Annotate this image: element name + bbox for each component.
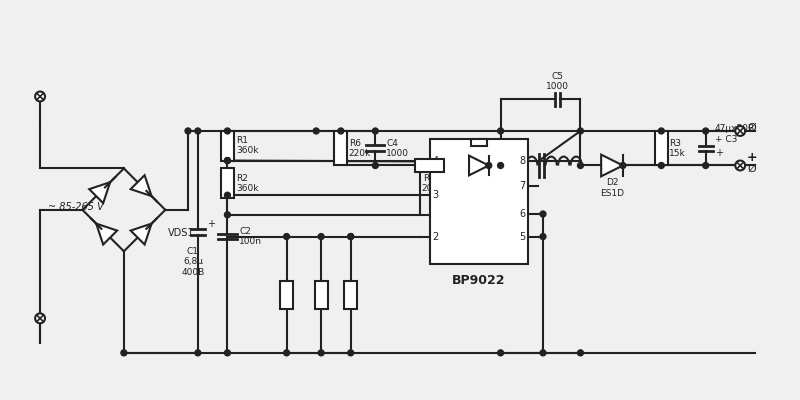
Circle shape <box>348 350 354 356</box>
Text: C2
100n: C2 100n <box>239 227 262 246</box>
Circle shape <box>195 128 201 134</box>
Circle shape <box>658 162 664 168</box>
Text: 2: 2 <box>433 232 438 242</box>
Bar <box>314 281 327 308</box>
Circle shape <box>735 160 745 170</box>
Bar <box>344 281 357 308</box>
Circle shape <box>372 162 378 168</box>
Polygon shape <box>130 224 151 244</box>
Circle shape <box>348 234 354 240</box>
Polygon shape <box>96 224 117 244</box>
Text: 6: 6 <box>519 209 526 219</box>
Circle shape <box>578 128 583 134</box>
Circle shape <box>225 128 230 134</box>
Text: R6
220k: R6 220k <box>349 138 371 158</box>
Circle shape <box>735 126 745 136</box>
Text: +: + <box>714 148 722 158</box>
Bar <box>221 131 234 160</box>
Text: R2
360k: R2 360k <box>236 174 258 193</box>
Circle shape <box>284 234 290 240</box>
Circle shape <box>35 92 45 101</box>
Text: VDS1: VDS1 <box>168 228 194 238</box>
Circle shape <box>372 128 378 134</box>
Text: D1
M7: D1 M7 <box>472 177 486 197</box>
Circle shape <box>498 128 503 134</box>
Circle shape <box>35 314 45 323</box>
Polygon shape <box>469 156 489 175</box>
Circle shape <box>121 350 127 356</box>
Text: Ø: Ø <box>747 164 756 174</box>
Circle shape <box>318 234 324 240</box>
Text: 4: 4 <box>433 156 438 166</box>
Circle shape <box>702 162 709 168</box>
Text: C4
1000: C4 1000 <box>386 138 409 158</box>
Circle shape <box>225 192 230 198</box>
Bar <box>655 131 668 166</box>
Circle shape <box>225 212 230 218</box>
Circle shape <box>620 162 626 168</box>
Text: BP9022: BP9022 <box>452 274 506 287</box>
Bar <box>280 281 293 308</box>
Bar <box>430 139 528 264</box>
Text: 7: 7 <box>519 182 526 192</box>
Circle shape <box>540 211 546 217</box>
Bar <box>334 131 347 166</box>
Circle shape <box>702 128 709 134</box>
Polygon shape <box>601 155 623 176</box>
Text: C1
6,8μ
400B: C1 6,8μ 400B <box>182 247 205 277</box>
Circle shape <box>348 234 354 240</box>
Circle shape <box>195 350 201 356</box>
Circle shape <box>318 350 324 356</box>
Circle shape <box>540 234 546 240</box>
Circle shape <box>498 162 503 168</box>
Bar <box>471 139 486 146</box>
Text: RS2
2,2: RS2 2,2 <box>342 285 359 304</box>
Text: R3
15k: R3 15k <box>670 138 686 158</box>
Text: 47μx50B
+ C3: 47μx50B + C3 <box>714 124 754 144</box>
Text: C5
1000: C5 1000 <box>546 72 570 91</box>
Circle shape <box>540 350 546 356</box>
Text: D2
ES1D: D2 ES1D <box>600 178 624 198</box>
Circle shape <box>314 128 319 134</box>
Circle shape <box>225 350 230 356</box>
Text: RS1
2,2: RS1 2,2 <box>313 285 330 304</box>
Text: +: + <box>206 219 214 229</box>
Polygon shape <box>130 175 151 196</box>
Circle shape <box>338 128 344 134</box>
Text: 5: 5 <box>519 232 526 242</box>
Text: 8: 8 <box>519 156 526 166</box>
Bar <box>414 159 444 172</box>
Text: R4
91k: R4 91k <box>279 285 294 304</box>
Circle shape <box>498 350 503 356</box>
Text: Ø: Ø <box>747 123 756 133</box>
Circle shape <box>578 162 583 168</box>
Circle shape <box>185 128 191 134</box>
Circle shape <box>658 128 664 134</box>
Circle shape <box>578 350 583 356</box>
Text: ~ 85-265 V: ~ 85-265 V <box>48 202 104 212</box>
Text: R1
360k: R1 360k <box>236 136 258 156</box>
Text: R5
200: R5 200 <box>421 174 438 193</box>
Circle shape <box>284 350 290 356</box>
Circle shape <box>486 162 492 168</box>
Text: 3: 3 <box>433 190 438 200</box>
Bar <box>221 168 234 198</box>
Circle shape <box>225 158 230 164</box>
Circle shape <box>225 158 230 164</box>
Polygon shape <box>90 182 110 203</box>
Text: +: + <box>747 151 758 164</box>
